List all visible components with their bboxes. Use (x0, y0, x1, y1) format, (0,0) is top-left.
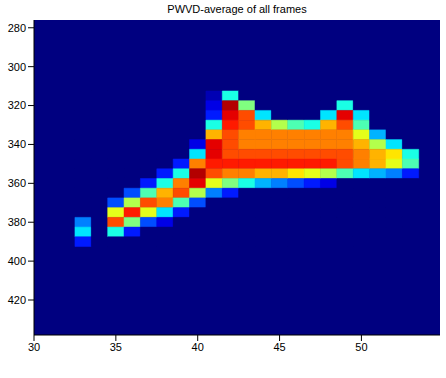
svg-text:400: 400 (8, 255, 26, 267)
svg-text:280: 280 (8, 22, 26, 34)
svg-text:340: 340 (8, 138, 26, 150)
svg-text:50: 50 (355, 341, 367, 353)
svg-text:45: 45 (273, 341, 285, 353)
svg-text:35: 35 (110, 341, 122, 353)
svg-text:380: 380 (8, 216, 26, 228)
svg-text:360: 360 (8, 177, 26, 189)
svg-text:300: 300 (8, 61, 26, 73)
svg-text:420: 420 (8, 294, 26, 306)
svg-text:30: 30 (28, 341, 40, 353)
html-text:PWVD-average of all frames: PWVD-average of all frames (167, 3, 307, 15)
svg-text:40: 40 (192, 341, 204, 353)
svg-text:320: 320 (8, 99, 26, 111)
